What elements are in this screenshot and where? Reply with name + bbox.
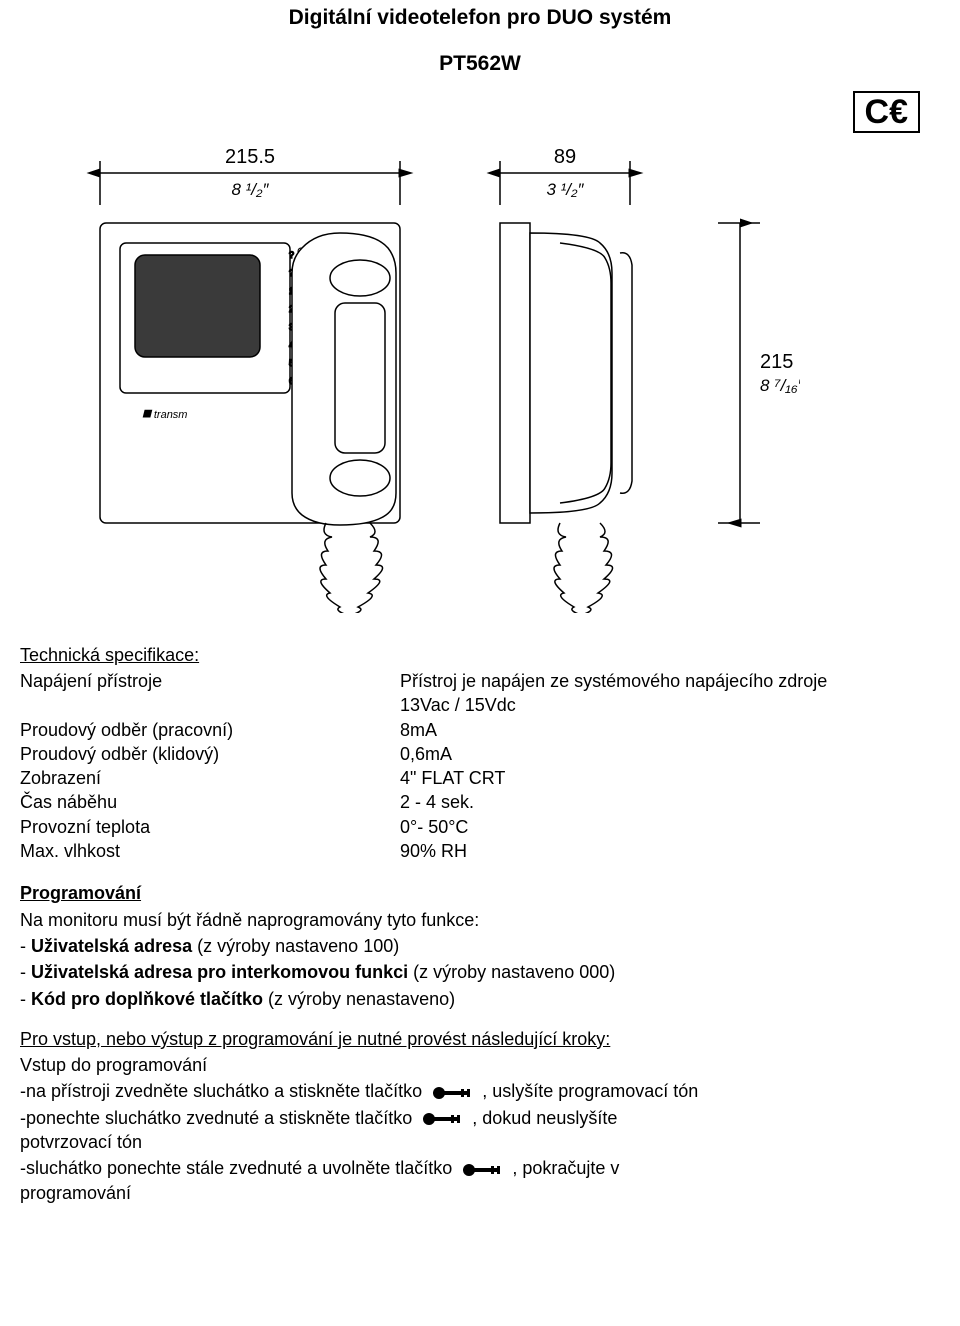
spec-value: 2 - 4 sek. bbox=[400, 790, 474, 814]
spec-value: 90% RH bbox=[400, 839, 467, 863]
dimension-diagrams: 215.5 8 ¹/₂″ ??123456 ⯀ transm bbox=[80, 143, 940, 613]
spec-row: Provozní teplota 0°- 50°C bbox=[20, 815, 940, 839]
depth-mm: 89 bbox=[554, 146, 576, 168]
step-2b: , dokud neuslyšíte bbox=[472, 1108, 617, 1128]
spec-row: Napájení přístrojePřístroj je napájen ze… bbox=[20, 669, 940, 693]
model-number: PT562W bbox=[20, 50, 940, 78]
spec-row: Proudový odběr (klidový)0,6mA bbox=[20, 742, 940, 766]
svg-text:?: ? bbox=[289, 250, 294, 260]
spec-value: Přístroj je napájen ze systémového napáj… bbox=[400, 669, 827, 693]
programming-item: - Kód pro doplňkové tlačítko (z výroby n… bbox=[20, 987, 940, 1011]
step-3a: -sluchátko ponechte stále zvednuté a uvo… bbox=[20, 1158, 452, 1178]
spec-row: Čas náběhu 2 - 4 sek. bbox=[20, 790, 940, 814]
spec-value: 4" FLAT CRT bbox=[400, 766, 505, 790]
spec-label: Proudový odběr (klidový) bbox=[20, 742, 400, 766]
programming-intro: Na monitoru musí být řádně naprogramován… bbox=[20, 908, 940, 932]
spec-label bbox=[20, 693, 400, 717]
width-mm: 215.5 bbox=[225, 146, 275, 168]
step-3b: , pokračujte v bbox=[512, 1158, 619, 1178]
key-icon bbox=[431, 1085, 473, 1101]
spec-label: Napájení přístroje bbox=[20, 669, 400, 693]
spec-value: 8mA bbox=[400, 718, 437, 742]
spec-row: Proudový odběr (pracovní)8mA bbox=[20, 718, 940, 742]
height-mm: 215 bbox=[760, 351, 793, 373]
spec-label: Proudový odběr (pracovní) bbox=[20, 718, 400, 742]
step-2: -ponechte sluchátko zvednuté a stiskněte… bbox=[20, 1106, 940, 1155]
page-title: Digitální videotelefon pro DUO systém bbox=[20, 4, 940, 32]
programming-item: - Uživatelská adresa (z výroby nastaveno… bbox=[20, 934, 940, 958]
depth-in: 3 ¹/₂″ bbox=[546, 180, 584, 199]
key-icon bbox=[421, 1111, 463, 1127]
side-view-diagram: 89 3 ¹/₂″ 215 8 ⁷/₁₆″ bbox=[460, 143, 800, 613]
step-1a: -na přístroji zvedněte sluchátko a stisk… bbox=[20, 1081, 427, 1101]
spec-label: Provozní teplota bbox=[20, 815, 400, 839]
spec-value: 0,6mA bbox=[400, 742, 452, 766]
step-3c: programování bbox=[20, 1183, 131, 1203]
steps-section: Pro vstup, nebo výstup z programování je… bbox=[20, 1027, 940, 1205]
ce-mark-container: C€ bbox=[20, 91, 920, 133]
spec-row: 13Vac / 15Vdc bbox=[20, 693, 940, 717]
step-3: -sluchátko ponechte stále zvednuté a uvo… bbox=[20, 1156, 940, 1205]
step-1b: , uslyšíte programovací tón bbox=[482, 1081, 698, 1101]
step-2a: -ponechte sluchátko zvednuté a stiskněte… bbox=[20, 1108, 417, 1128]
spec-value: 13Vac / 15Vdc bbox=[400, 693, 516, 717]
step-2c: potvrzovací tón bbox=[20, 1132, 142, 1152]
steps-heading: Pro vstup, nebo výstup z programování je… bbox=[20, 1027, 940, 1051]
width-in: 8 ¹/₂″ bbox=[231, 180, 269, 199]
spec-value: 0°- 50°C bbox=[400, 815, 468, 839]
spec-label: Čas náběhu bbox=[20, 790, 400, 814]
brand-label: ⯀ transm bbox=[142, 409, 187, 421]
front-view-diagram: 215.5 8 ¹/₂″ ??123456 ⯀ transm bbox=[80, 143, 420, 613]
key-icon bbox=[461, 1162, 503, 1178]
step-1: -na přístroji zvedněte sluchátko a stisk… bbox=[20, 1079, 940, 1103]
height-in: 8 ⁷/₁₆″ bbox=[760, 376, 800, 395]
spec-label: Zobrazení bbox=[20, 766, 400, 790]
programming-item: - Uživatelská adresa pro interkomovou fu… bbox=[20, 960, 940, 984]
programming-section: Programování Na monitoru musí být řádně … bbox=[20, 881, 940, 1010]
ce-mark: C€ bbox=[853, 91, 920, 133]
spec-row: Zobrazení 4" FLAT CRT bbox=[20, 766, 940, 790]
steps-subheading: Vstup do programování bbox=[20, 1053, 940, 1077]
spec-heading: Technická specifikace: bbox=[20, 643, 940, 667]
spec-label: Max. vlhkost bbox=[20, 839, 400, 863]
programming-heading: Programování bbox=[20, 881, 940, 905]
spec-row: Max. vlhkost 90% RH bbox=[20, 839, 940, 863]
spec-table: Technická specifikace: Napájení přístroj… bbox=[20, 643, 940, 864]
